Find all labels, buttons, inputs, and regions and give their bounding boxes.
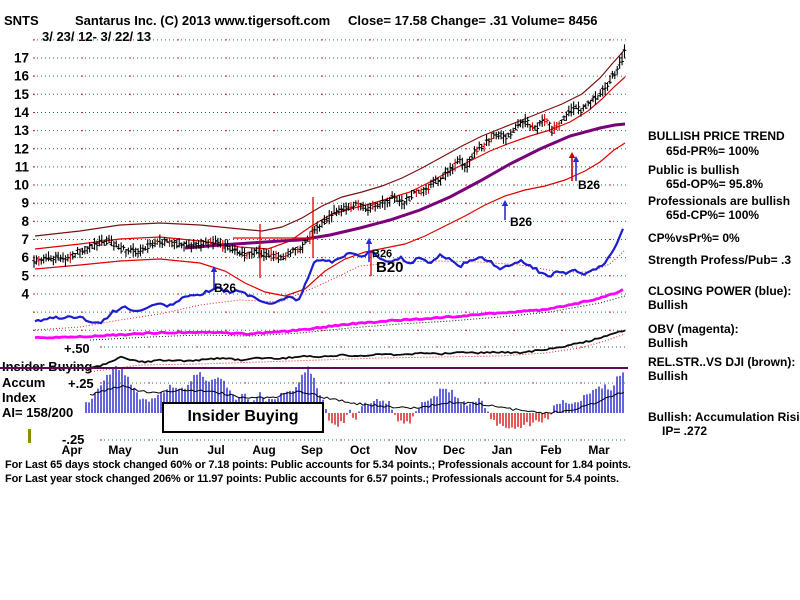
x-axis-label: Jan [492, 443, 513, 457]
cp-percent: 65d-CP%= 100% [666, 208, 760, 222]
op-percent: 65d-OP%= 95.8% [666, 177, 764, 191]
x-axis-label: Jun [157, 443, 178, 457]
chart-annotation: B20 [376, 259, 404, 276]
y-axis-label: 7 [21, 232, 29, 247]
buy-signal-arrowhead [568, 152, 576, 158]
ticker-symbol: SNTS [4, 13, 39, 28]
accumulation-state: Bullish: Accumulation Risi [648, 410, 800, 424]
y-axis-label: 10 [14, 178, 29, 193]
closing-power-title: CLOSING POWER (blue): [648, 284, 792, 298]
y-axis-label: 9 [21, 196, 29, 211]
left-edge-tick [28, 429, 31, 443]
chart-title: Santarus Inc. (C) 2013 www.tigersoft.com [75, 13, 331, 28]
upper-channel-maroon [34, 48, 626, 237]
upper-band-red [34, 76, 626, 250]
x-axis-label: Feb [540, 443, 561, 457]
obv-title: OBV (magenta): [648, 322, 739, 336]
buy-signal-arrowhead [365, 238, 373, 244]
y-axis-label: 13 [14, 123, 30, 138]
chart-annotation: B26 [510, 215, 532, 229]
relstr-state: Bullish [648, 369, 689, 383]
insider-buying-callout: Insider Buying [162, 402, 324, 433]
scale-label-plus50: +.50 [64, 341, 90, 356]
summary-year: For Last year stock changed 206% or 11.9… [5, 473, 619, 485]
closing-power-ma-dotted [34, 249, 626, 331]
x-axis-label: Dec [443, 443, 465, 457]
obv-state: Bullish [648, 336, 689, 350]
date-range: 3/ 23/ 12- 3/ 22/ 13 [42, 29, 152, 44]
scale-label-minus25: -.25 [62, 432, 85, 447]
pro-sentiment: Professionals are bullish [648, 194, 791, 208]
public-sentiment: Public is bullish [648, 163, 740, 177]
summary-65-days: For Last 65 days stock changed 60% or 7.… [5, 459, 631, 471]
y-axis-label: 4 [21, 286, 29, 301]
index-label: Index [2, 390, 36, 405]
strength-ratio: Strength Profess/Pub= .3 [648, 253, 792, 267]
moving-average-purple [184, 122, 626, 250]
relstr-brown [87, 329, 626, 370]
trend-headline: BULLISH PRICE TREND [648, 129, 785, 143]
chart-annotation: B26 [578, 178, 600, 192]
obv-companion-dotted [89, 295, 626, 341]
y-axis-label: 11 [15, 159, 30, 174]
x-axis-label: Jul [207, 443, 224, 457]
quote-stats: Close= 17.58 Change= .31 Volume= 8456 [348, 13, 598, 28]
buy-signal-arrowhead [501, 200, 509, 206]
y-axis-label: 15 [14, 87, 30, 102]
zero-line-purple [0, 367, 628, 369]
y-axis-label: 12 [14, 141, 29, 156]
x-axis-label: Nov [395, 443, 418, 457]
closing-power-blue [34, 228, 625, 325]
closing-power-state: Bullish [648, 298, 689, 312]
x-axis-label: Oct [350, 443, 370, 457]
insider-buying-label: Insider Buying [2, 359, 92, 374]
lower-band-red [34, 142, 626, 297]
y-axis-label: 5 [21, 268, 29, 283]
x-axis-label: Mar [588, 443, 610, 457]
chart-annotation: B26 [214, 281, 236, 295]
pr-percent: 65d-PR%= 100% [666, 144, 760, 158]
scale-label-plus25: +.25 [68, 376, 94, 391]
y-axis-label: 17 [14, 51, 29, 66]
y-axis-label: 16 [14, 69, 30, 84]
y-axis-label: 14 [14, 105, 30, 120]
ip-value: IP= .272 [662, 424, 708, 438]
x-axis-label: Aug [252, 443, 275, 457]
chart-annotation: B26 [372, 248, 392, 260]
relstr-title: REL.STR..VS DJI (brown): [648, 355, 796, 369]
obv-magenta [34, 288, 624, 340]
x-axis-label: Sep [301, 443, 323, 457]
x-axis-label: May [108, 443, 132, 457]
y-axis-label: 8 [21, 214, 29, 229]
y-axis-label: 6 [21, 250, 29, 265]
cp-vs-pr: CP%vsPr%= 0% [648, 231, 740, 245]
accum-label: Accum [2, 375, 46, 390]
ai-ratio-label: AI= 158/200 [2, 405, 74, 420]
buy-signal-arrowhead [210, 266, 218, 272]
buy-signal-arrowhead [572, 156, 580, 162]
